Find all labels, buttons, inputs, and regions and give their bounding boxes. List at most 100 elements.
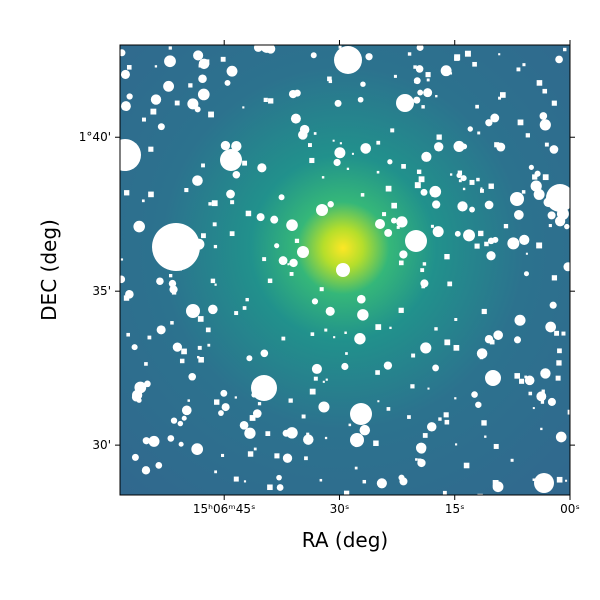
mask <box>313 376 318 381</box>
mask <box>454 317 458 321</box>
mask <box>360 143 371 154</box>
mask <box>365 53 373 61</box>
mask <box>478 230 484 237</box>
x-tick-label: 15ˢ <box>445 502 465 516</box>
mask <box>141 199 145 203</box>
mask <box>267 484 273 491</box>
mask <box>178 267 182 271</box>
mask <box>164 55 176 68</box>
mask <box>244 427 256 439</box>
mask <box>487 237 495 245</box>
mask <box>120 258 124 261</box>
mask <box>177 420 184 427</box>
mask <box>492 480 499 486</box>
mask <box>415 458 418 461</box>
mask <box>210 278 216 284</box>
mask <box>324 328 328 332</box>
mask <box>131 145 135 149</box>
mask <box>484 200 494 210</box>
mask <box>393 74 397 78</box>
mask <box>565 479 568 482</box>
mask <box>373 440 379 446</box>
mask <box>226 65 238 77</box>
mask <box>481 420 487 426</box>
mask <box>557 348 562 354</box>
mask <box>324 436 328 440</box>
mask <box>416 45 424 51</box>
mask <box>396 216 408 228</box>
mask <box>498 96 502 100</box>
mask <box>321 176 325 179</box>
mask <box>310 52 317 59</box>
mask <box>301 414 306 419</box>
mask <box>334 147 346 159</box>
mask <box>198 64 202 68</box>
mask <box>156 277 164 286</box>
mask <box>516 67 521 72</box>
mask <box>414 182 421 189</box>
mask <box>460 175 467 182</box>
mask <box>270 215 279 224</box>
mask <box>390 128 395 133</box>
mask <box>415 65 424 73</box>
mask <box>426 78 430 82</box>
mask <box>563 262 570 272</box>
mask <box>247 451 254 457</box>
mask <box>126 332 130 337</box>
mask <box>158 241 165 248</box>
mask <box>444 253 450 260</box>
mask <box>327 76 332 82</box>
mask <box>350 433 364 447</box>
mask <box>429 185 442 198</box>
mask <box>239 420 249 430</box>
mask <box>484 241 489 247</box>
mask <box>141 466 151 475</box>
mask <box>251 392 257 398</box>
mask <box>447 281 453 287</box>
mask <box>382 212 387 217</box>
mask <box>410 384 415 389</box>
mask <box>131 453 139 461</box>
mask <box>362 479 367 484</box>
mask <box>207 343 211 347</box>
mask <box>229 231 235 237</box>
mask <box>220 149 242 171</box>
mask <box>168 279 177 288</box>
mask <box>287 263 290 266</box>
mask <box>407 52 412 56</box>
mask <box>551 275 558 281</box>
mask <box>421 105 425 109</box>
mask <box>341 362 349 371</box>
mask <box>407 415 411 419</box>
mask <box>144 380 151 388</box>
mask <box>282 453 293 463</box>
mask <box>186 304 200 318</box>
mask <box>521 190 526 194</box>
mask <box>274 453 280 459</box>
mask <box>389 326 392 330</box>
mask <box>274 243 280 249</box>
mask <box>479 355 484 360</box>
mask <box>435 94 438 98</box>
mask <box>221 403 230 412</box>
mask <box>147 335 152 340</box>
mask <box>420 188 428 196</box>
mask <box>522 63 526 67</box>
mask <box>205 327 211 333</box>
mask <box>534 473 554 493</box>
mask <box>549 145 559 154</box>
mask <box>477 403 482 407</box>
mask <box>172 342 183 352</box>
mask <box>201 163 205 168</box>
mask <box>555 375 561 381</box>
mask <box>494 142 500 148</box>
mask <box>519 378 525 384</box>
mask <box>498 53 501 56</box>
mask <box>339 142 342 145</box>
mask <box>472 61 477 67</box>
mask <box>212 222 217 227</box>
mask <box>401 164 406 169</box>
mask <box>304 456 308 461</box>
mask <box>396 225 400 229</box>
mask <box>290 113 301 124</box>
